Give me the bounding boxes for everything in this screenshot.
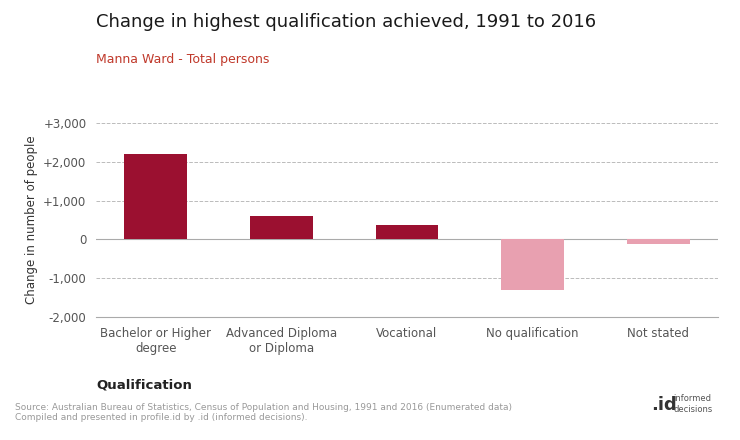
Y-axis label: Change in number of people: Change in number of people (24, 136, 38, 304)
Bar (250, 216, 313, 239)
Text: .id: .id (651, 396, 677, 414)
Text: informed
decisions: informed decisions (673, 394, 713, 414)
Text: Source: Australian Bureau of Statistics, Census of Population and Housing, 1991 : Source: Australian Bureau of Statistics,… (15, 403, 512, 422)
Bar (627, 239, 690, 244)
Bar (124, 154, 187, 239)
Text: Qualification: Qualification (96, 378, 192, 392)
Bar (376, 225, 438, 239)
Text: Manna Ward - Total persons: Manna Ward - Total persons (96, 53, 269, 66)
Bar (501, 239, 564, 290)
Text: Change in highest qualification achieved, 1991 to 2016: Change in highest qualification achieved… (96, 13, 596, 31)
